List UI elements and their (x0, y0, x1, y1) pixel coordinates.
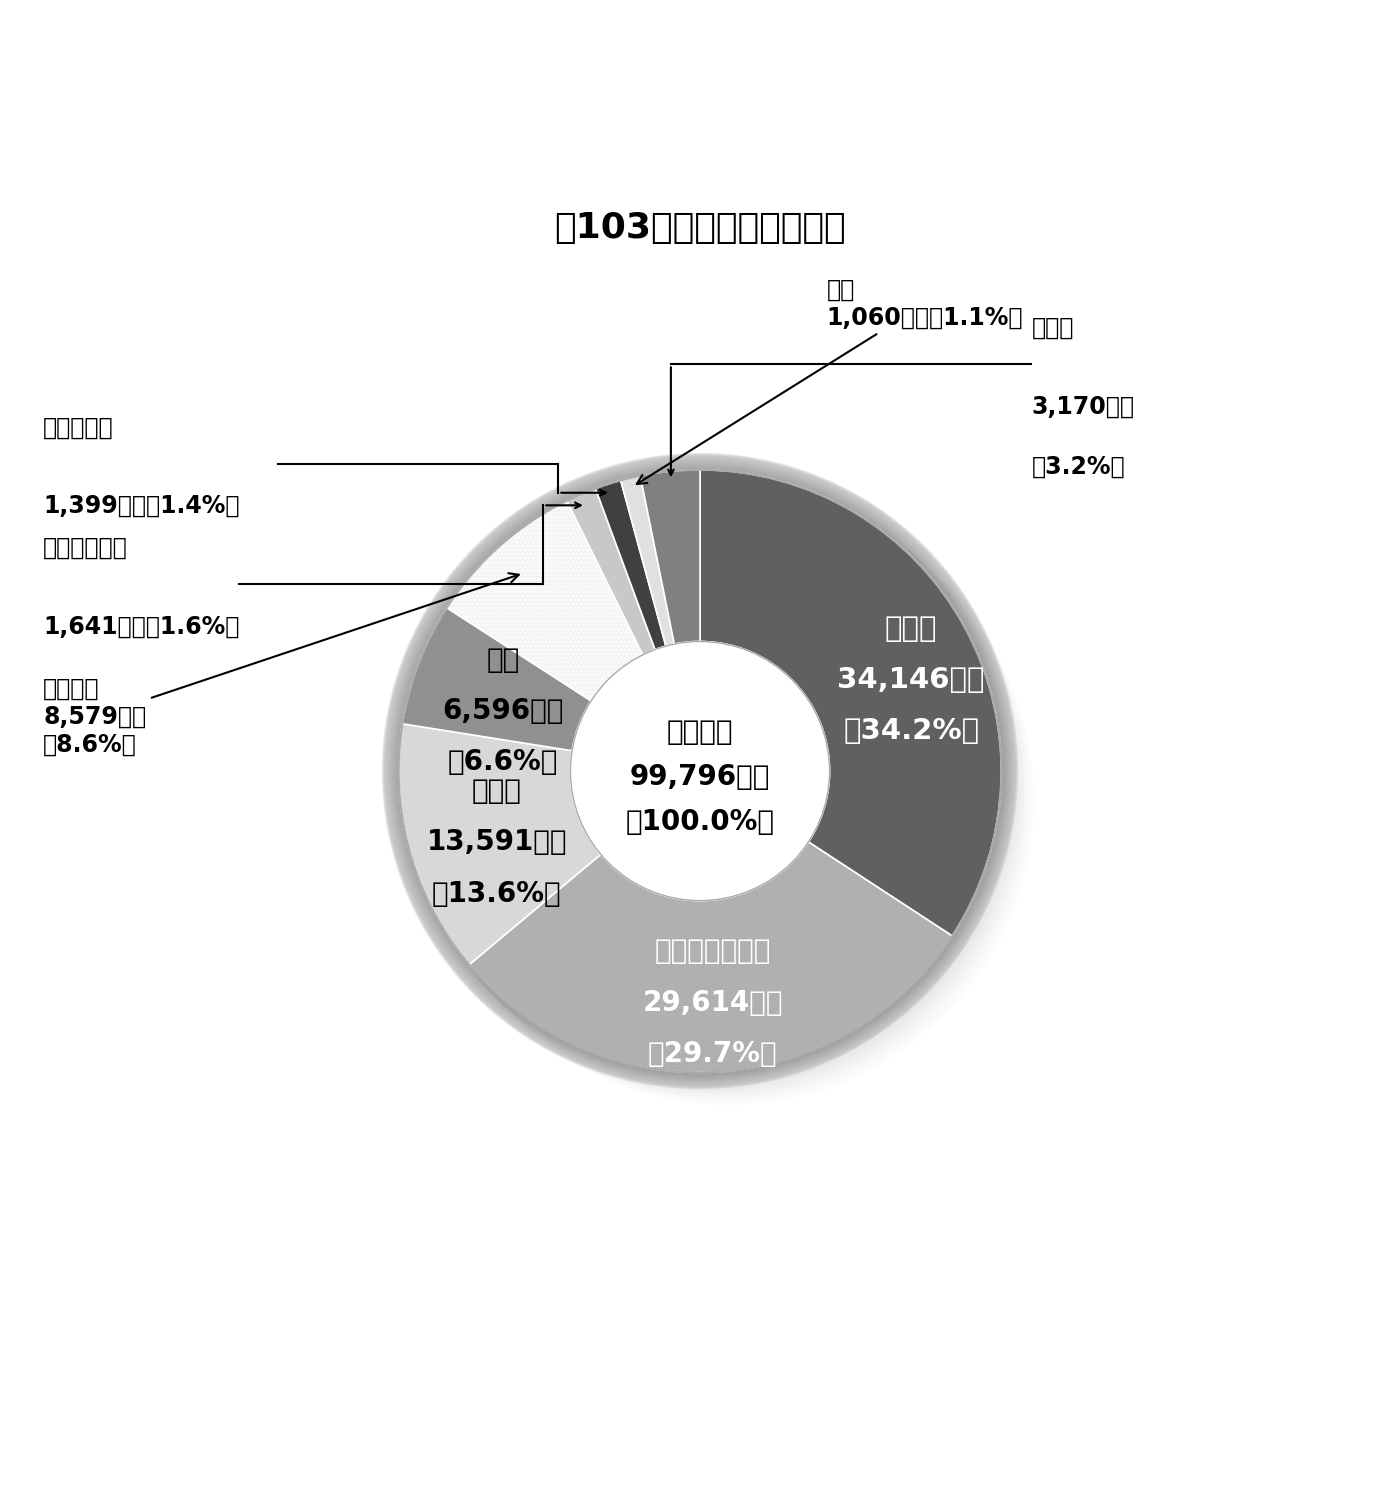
Wedge shape (700, 470, 1001, 936)
Wedge shape (640, 470, 700, 644)
Text: （6.6%）: （6.6%） (448, 748, 559, 776)
Text: （29.7%）: （29.7%） (648, 1040, 778, 1067)
Circle shape (400, 472, 1009, 1080)
Circle shape (417, 488, 1026, 1098)
Text: 病　院: 病 院 (885, 615, 938, 643)
Text: 宅地造成
8,579億円
（8.6%）: 宅地造成 8,579億円 （8.6%） (43, 573, 519, 756)
Circle shape (413, 484, 1021, 1092)
Wedge shape (447, 500, 643, 702)
Circle shape (570, 641, 830, 901)
Text: 介護サービス: 介護サービス (43, 537, 127, 559)
Text: 1,399億円（1.4%）: 1,399億円（1.4%） (43, 494, 239, 517)
Text: 6,596億円: 6,596億円 (442, 697, 564, 724)
Wedge shape (595, 481, 666, 650)
Circle shape (403, 473, 1012, 1083)
Text: 交通: 交通 (486, 646, 519, 673)
Wedge shape (567, 488, 655, 655)
Text: 工業用水道: 工業用水道 (43, 416, 113, 440)
Text: 料金収入: 料金収入 (666, 718, 734, 745)
Text: （3.2%）: （3.2%） (1032, 455, 1126, 479)
Text: （100.0%）: （100.0%） (626, 809, 774, 836)
Text: 下水道: 下水道 (472, 777, 522, 806)
Circle shape (410, 481, 1019, 1090)
Text: 13,591億円: 13,591億円 (427, 829, 567, 856)
Circle shape (407, 479, 1016, 1087)
Circle shape (406, 476, 1014, 1086)
Circle shape (414, 485, 1023, 1095)
Text: 3,170億円: 3,170億円 (1032, 395, 1134, 419)
Text: （34.2%）: （34.2%） (843, 717, 979, 745)
Text: 99,796億円: 99,796億円 (630, 764, 770, 791)
Circle shape (424, 496, 1033, 1104)
Text: 電気
1,060億円（1.1%）: 電気 1,060億円（1.1%） (637, 278, 1023, 484)
Text: 1,641億円（1.6%）: 1,641億円（1.6%） (43, 614, 239, 638)
Wedge shape (620, 476, 675, 646)
Wedge shape (402, 608, 591, 751)
Circle shape (423, 493, 1030, 1102)
Wedge shape (399, 724, 601, 965)
Circle shape (420, 491, 1029, 1099)
Text: （13.6%）: （13.6%） (433, 880, 561, 907)
Wedge shape (469, 842, 952, 1072)
Text: その他: その他 (1032, 316, 1074, 340)
Text: 第103図　料金収入の状況: 第103図 料金収入の状況 (554, 210, 846, 245)
Text: 29,614億円: 29,614億円 (643, 989, 783, 1016)
Text: 水道（含簡水）: 水道（含簡水） (655, 937, 771, 966)
Circle shape (398, 469, 1007, 1078)
Text: 34,146億円: 34,146億円 (837, 667, 986, 694)
